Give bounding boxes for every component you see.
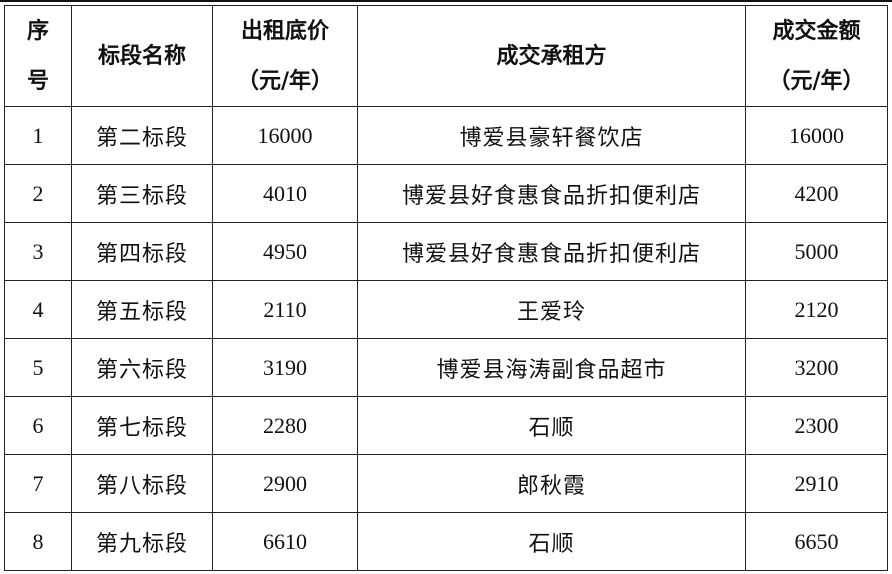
cell-lessee: 王爱玲 [357, 280, 746, 339]
header-index: 序号 [4, 5, 72, 107]
header-text: 标段名称 [97, 43, 186, 69]
cell-deal-amount: 4200 [745, 164, 888, 223]
cell-lessee: 博爱县好食惠食品折扣便利店 [357, 164, 746, 223]
cell-section-name: 第四标段 [71, 222, 213, 281]
header-base-price: 出租底价 （元/年） [212, 5, 358, 107]
cell-base-price: 2110 [212, 280, 358, 339]
cell-index: 3 [4, 222, 72, 281]
cell-lessee: 博爱县好食惠食品折扣便利店 [357, 222, 746, 281]
header-deal-amount: 成交金额 （元/年） [745, 5, 888, 107]
table-row: 2 第三标段 4010 博爱县好食惠食品折扣便利店 4200 [4, 164, 888, 223]
cell-index: 1 [4, 106, 72, 165]
cell-base-price: 4010 [212, 164, 358, 223]
cell-deal-amount: 2120 [745, 280, 888, 339]
table-row: 1 第二标段 16000 博爱县豪轩餐饮店 16000 [4, 106, 888, 165]
cell-deal-amount: 6650 [745, 512, 888, 571]
header-section-name: 标段名称 [71, 5, 213, 107]
cell-lessee: 博爱县海涛副食品超市 [357, 338, 746, 397]
table-row: 8 第九标段 6610 石顺 6650 [4, 512, 888, 571]
cell-lessee: 石顺 [357, 396, 746, 455]
cell-deal-amount: 2910 [745, 454, 888, 513]
cell-section-name: 第六标段 [71, 338, 213, 397]
cell-base-price: 3190 [212, 338, 358, 397]
cell-lessee: 石顺 [357, 512, 746, 571]
cell-lessee: 郎秋霞 [357, 454, 746, 513]
cell-index: 4 [4, 280, 72, 339]
cell-index: 7 [4, 454, 72, 513]
cell-section-name: 第二标段 [71, 106, 213, 165]
cell-base-price: 4950 [212, 222, 358, 281]
cell-base-price: 16000 [212, 106, 358, 165]
table-row: 5 第六标段 3190 博爱县海涛副食品超市 3200 [4, 338, 888, 397]
cell-base-price: 2280 [212, 396, 358, 455]
cell-section-name: 第五标段 [71, 280, 213, 339]
cell-section-name: 第三标段 [71, 164, 213, 223]
header-text: （元/年） [768, 68, 865, 94]
table-row: 3 第四标段 4950 博爱县好食惠食品折扣便利店 5000 [4, 222, 888, 281]
header-text: 成交承租方 [496, 43, 607, 69]
cell-section-name: 第七标段 [71, 396, 213, 455]
cell-index: 6 [4, 396, 72, 455]
cell-index: 2 [4, 164, 72, 223]
cell-base-price: 6610 [212, 512, 358, 571]
top-rule [0, 0, 892, 2]
cell-index: 5 [4, 338, 72, 397]
cell-deal-amount: 5000 [745, 222, 888, 281]
cell-deal-amount: 3200 [745, 338, 888, 397]
lease-results-table: 序号标段名称 出租底价 （元/年） 成交承租方 成交金额 （元/年） 1 第二标段 16000… [4, 5, 888, 571]
header-text: 号 [26, 68, 49, 94]
cell-lessee: 博爱县豪轩餐饮店 [357, 106, 746, 165]
cell-deal-amount: 16000 [745, 106, 888, 165]
cell-section-name: 第九标段 [71, 512, 213, 571]
cell-section-name: 第八标段 [71, 454, 213, 513]
header-text: （元/年） [236, 68, 334, 94]
table-row: 7 第八标段 2900 郎秋霞 2910 [4, 454, 888, 513]
cell-deal-amount: 2300 [745, 396, 888, 455]
table-row: 4 第五标段 2110 王爱玲 2120 [4, 280, 888, 339]
table-row: 6 第七标段 2280 石顺 2300 [4, 396, 888, 455]
header-row: 序号标段名称 出租底价 （元/年） 成交承租方 成交金额 （元/年） [4, 5, 888, 107]
cell-index: 8 [4, 512, 72, 571]
header-lessee: 成交承租方 [357, 5, 746, 107]
header-text: 序 [26, 18, 49, 44]
header-text: 成交金额 [772, 18, 861, 44]
cell-base-price: 2900 [212, 454, 358, 513]
header-text: 出租底价 [240, 18, 329, 44]
